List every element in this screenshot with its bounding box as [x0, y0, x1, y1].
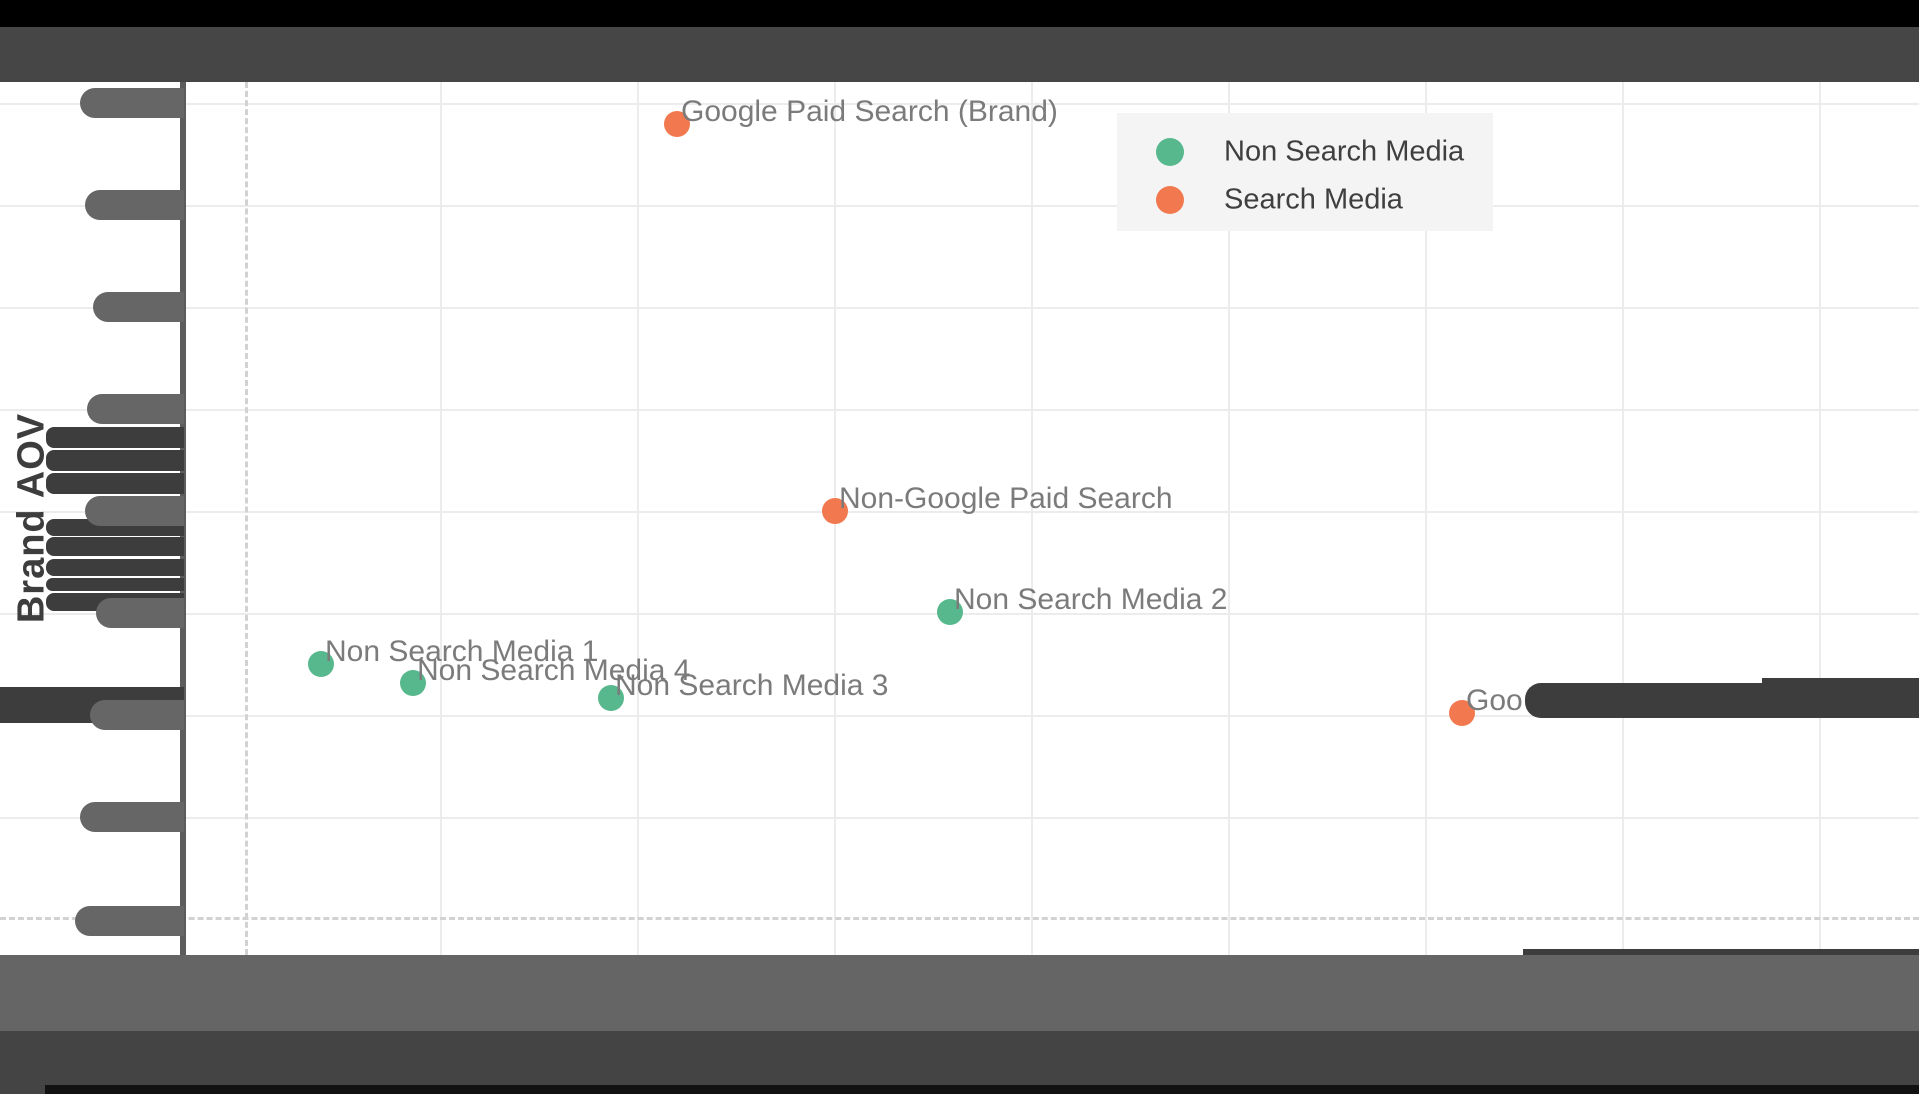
redaction-bar — [1762, 678, 1919, 718]
data-point[interactable] — [937, 599, 963, 625]
horizontal-gridline — [0, 817, 1919, 819]
vertical-gridline — [1425, 82, 1427, 955]
tick-label-redaction-bar — [80, 88, 184, 118]
redaction-bar — [46, 427, 184, 448]
redaction-bar — [46, 578, 184, 591]
vertical-gridline — [1031, 82, 1033, 955]
data-point-label: Non Search Media 3 — [615, 669, 889, 702]
horizontal-gridline — [0, 307, 1919, 309]
horizontal-gridline — [0, 205, 1919, 207]
horizontal-gridline — [0, 409, 1919, 411]
redaction-bar — [46, 450, 184, 471]
tick-label-redaction-bar — [90, 700, 184, 730]
legend-swatch — [1156, 138, 1184, 166]
x-axis-redaction-band — [0, 955, 1919, 1031]
data-point[interactable] — [664, 111, 690, 137]
legend-item-label: Search Media — [1224, 183, 1403, 216]
horizontal-gridline — [0, 511, 1919, 513]
tick-label-redaction-bar — [96, 598, 184, 628]
tick-label-redaction-bar — [85, 190, 184, 220]
vertical-gridline — [1228, 82, 1230, 955]
tick-label-redaction-bar — [87, 394, 184, 424]
data-point[interactable] — [308, 651, 334, 677]
data-point[interactable] — [400, 670, 426, 696]
vertical-gridline — [440, 82, 442, 955]
data-point-label: Non Search Media 2 — [954, 583, 1228, 616]
legend-item[interactable]: Search Media — [1117, 176, 1493, 224]
data-point-label: Non Search Media 4 — [417, 654, 691, 687]
horizontal-gridline — [0, 103, 1919, 105]
vertical-gridline — [1819, 82, 1821, 955]
legend-item-label: Non Search Media — [1224, 135, 1465, 168]
vertical-gridline — [637, 82, 639, 955]
redaction-bar — [46, 559, 184, 576]
title-redaction-band — [0, 27, 1919, 82]
redaction-bar — [1523, 949, 1919, 955]
data-point-label: Google Paid Search (Brand) — [681, 95, 1058, 128]
vertical-gridline — [1622, 82, 1624, 955]
redaction-bar — [46, 537, 184, 556]
legend: Non Search Media Search Media — [1117, 113, 1493, 231]
data-point[interactable] — [1449, 700, 1475, 726]
tick-label-redaction-bar — [85, 496, 184, 526]
bottom-edge-redaction-strip — [45, 1085, 1919, 1094]
data-point-label: Non-Google Paid Search — [839, 482, 1173, 515]
top-left-redaction-block — [0, 0, 383, 30]
data-point-label: Goo — [1466, 684, 1523, 717]
tick-label-redaction-bar — [93, 292, 184, 322]
bottom-redaction-band — [0, 1031, 1919, 1094]
data-point-label: Non Search Media 1 — [325, 635, 599, 668]
redaction-bar — [46, 473, 184, 494]
data-point[interactable] — [822, 498, 848, 524]
horizontal-gridline — [0, 715, 1919, 717]
tick-label-redaction-bar — [75, 906, 184, 936]
legend-item[interactable]: Non Search Media — [1117, 128, 1493, 176]
legend-swatch — [1156, 186, 1184, 214]
dashed-horizontal-reference-line — [0, 917, 1919, 920]
tick-label-redaction-bar — [80, 802, 184, 832]
data-point[interactable] — [598, 685, 624, 711]
dashed-vertical-reference-line — [245, 82, 248, 955]
